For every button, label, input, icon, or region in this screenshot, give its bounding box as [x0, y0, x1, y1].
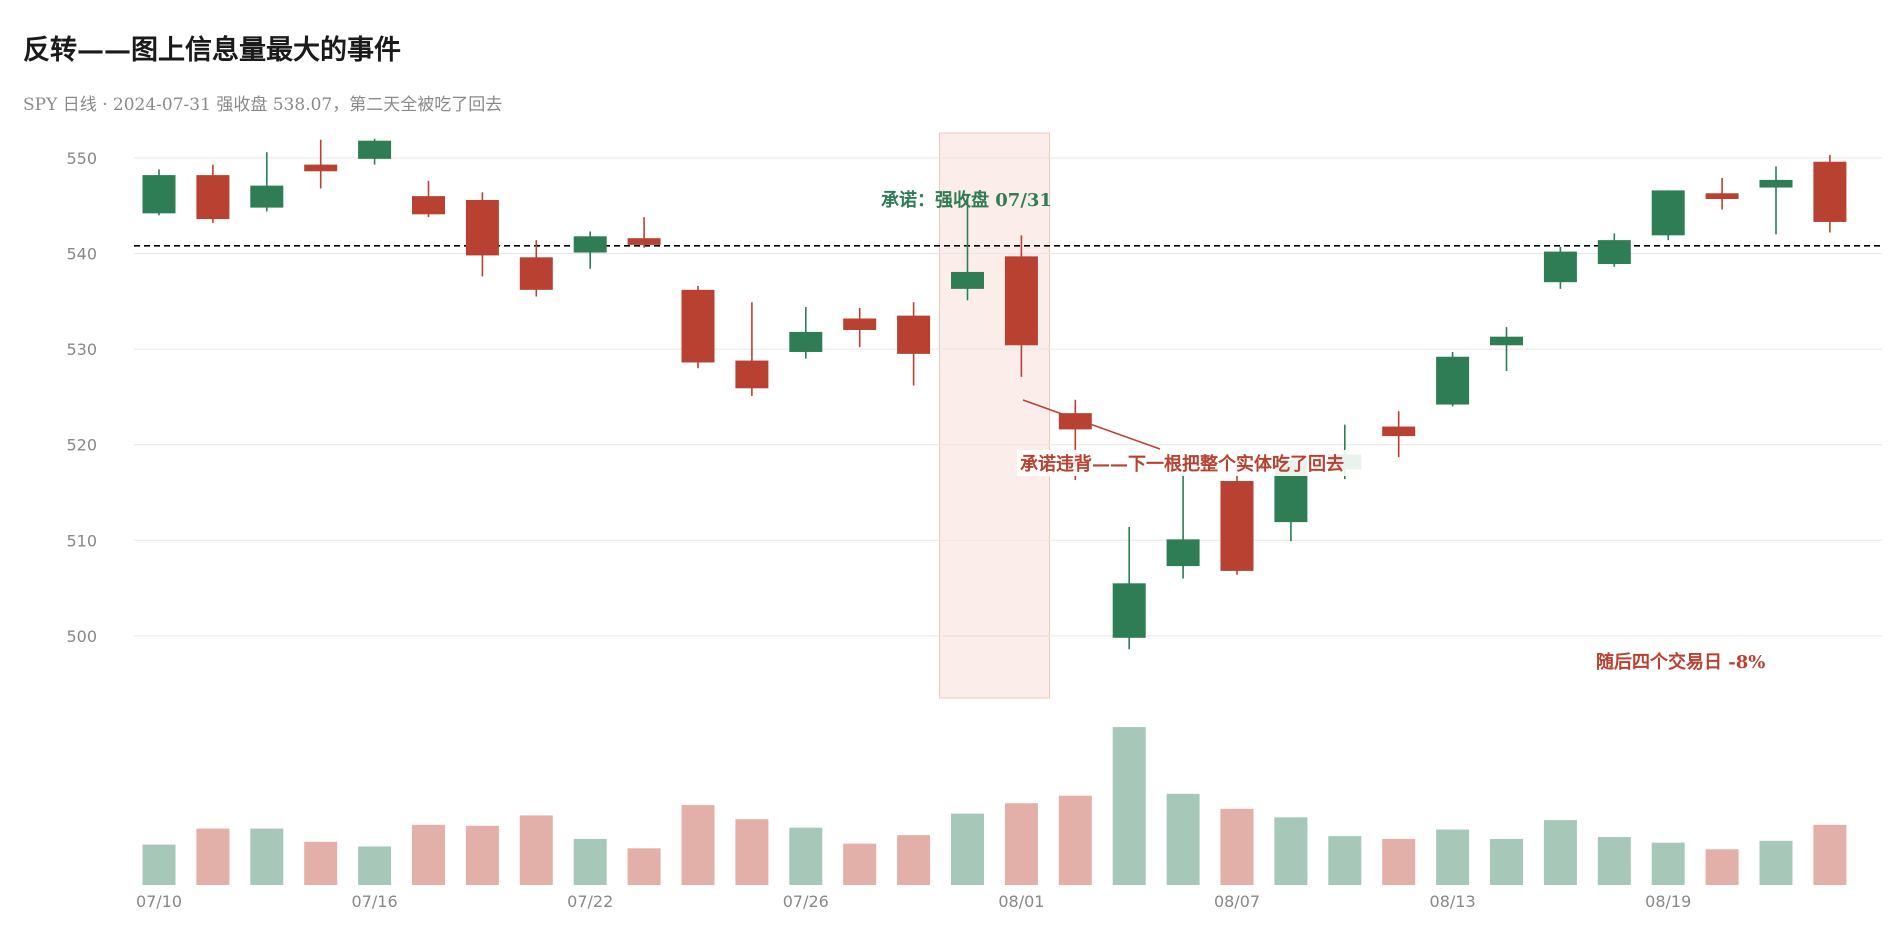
candle-body: [142, 175, 176, 214]
annotation-breach-leader: [1022, 399, 1161, 450]
volume-bar: [1597, 837, 1631, 885]
candle-body: [1597, 240, 1631, 265]
x-tick-label: 08/01: [998, 892, 1044, 911]
candle-body: [897, 315, 931, 354]
volume-bar: [412, 824, 445, 885]
volume-bar: [897, 835, 931, 885]
y-tick-label: 520: [66, 436, 97, 455]
volume-bar: [681, 805, 715, 885]
candle-body: [1813, 161, 1847, 222]
candle-body: [1058, 413, 1092, 430]
annotation-breach-background: [1017, 450, 1381, 476]
volume-bar: [1651, 842, 1685, 885]
volume-bar: [1490, 838, 1523, 885]
x-tick-label: 07/26: [783, 892, 829, 911]
volume-bar: [951, 813, 984, 885]
candle-body: [627, 238, 661, 245]
candle-body: [1759, 179, 1793, 188]
candle-body: [358, 140, 392, 159]
candle-body: [789, 331, 823, 352]
y-tick-label: 500: [66, 627, 97, 646]
candle-body: [519, 257, 553, 290]
volume-bar: [1274, 817, 1308, 885]
x-tick-label: 07/22: [567, 892, 613, 911]
y-tick-label: 550: [66, 149, 97, 168]
candle-body: [1166, 539, 1200, 567]
annotation-promise: 承诺：强收盘 07/31: [881, 189, 1052, 211]
candle-body: [681, 289, 715, 363]
x-tick-label: 08/19: [1645, 892, 1691, 911]
volume-bar: [1436, 829, 1470, 885]
volume-bar: [1705, 849, 1739, 885]
volume-bar: [573, 838, 607, 885]
volume-bar: [1759, 840, 1793, 885]
candle-body: [1220, 481, 1254, 571]
candle-body: [1705, 193, 1739, 200]
candle-body: [1651, 190, 1685, 236]
chart-subtitle: SPY 日线 · 2024-07-31 强收盘 538.07，第二天全被吃了回去: [23, 95, 503, 115]
volume-bar: [1543, 820, 1577, 885]
candle-body: [250, 185, 284, 208]
volume-bar: [843, 843, 877, 885]
annotation-aftermath: 随后四个交易日 -8%: [1596, 651, 1765, 673]
candle-body: [1004, 256, 1038, 346]
x-tick-label: 07/16: [352, 892, 398, 911]
volume-bar: [1328, 836, 1362, 885]
candle-body: [412, 196, 445, 215]
x-tick-label: 07/10: [136, 892, 182, 911]
volume-bar: [304, 841, 338, 885]
volume-bar: [1220, 808, 1254, 885]
highlight-band: [939, 132, 1050, 699]
candle-body: [951, 271, 984, 289]
y-tick-label: 510: [66, 531, 97, 550]
x-tick-label: 08/13: [1430, 892, 1476, 911]
volume-bar: [196, 828, 230, 885]
volume-bar: [1004, 803, 1038, 885]
volume-bar: [465, 825, 499, 885]
volume-bar: [142, 844, 176, 885]
annotation-breach: 承诺违背——下一根把整个实体吃了回去: [1020, 453, 1344, 475]
y-tick-label: 530: [66, 340, 97, 359]
candle-body: [1436, 356, 1470, 405]
volume-bar: [789, 827, 823, 885]
candle-body: [465, 199, 499, 256]
candle-body: [1543, 251, 1577, 283]
candle-body: [1490, 336, 1523, 346]
candle-body: [304, 164, 338, 172]
volume-bar: [519, 815, 553, 885]
x-tick-label: 08/07: [1214, 892, 1260, 911]
volume-bar: [627, 848, 661, 885]
candle-body: [573, 236, 607, 253]
volume-bar: [1058, 795, 1092, 885]
candle-body: [1382, 426, 1416, 437]
candle-body: [1112, 583, 1146, 638]
volume-bar: [358, 846, 392, 885]
volume-bar: [250, 828, 284, 885]
candle-body: [843, 318, 877, 330]
volume-bar: [1382, 838, 1416, 885]
volume-bar: [735, 819, 769, 885]
chart-title: 反转——图上信息量最大的事件: [23, 35, 401, 66]
volume-bar: [1813, 824, 1847, 885]
volume-bar: [1112, 727, 1146, 885]
volume-bar: [1166, 793, 1200, 885]
candle-body: [196, 175, 230, 220]
y-tick-label: 540: [66, 245, 97, 264]
candle-body: [735, 360, 769, 389]
